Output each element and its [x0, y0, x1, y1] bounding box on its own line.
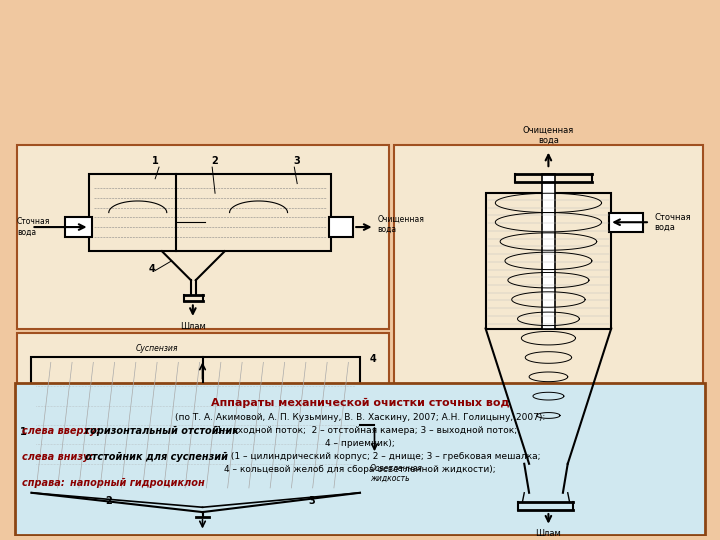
FancyBboxPatch shape	[17, 333, 389, 517]
Text: слева вверху:: слева вверху:	[22, 426, 103, 436]
Bar	[609, 213, 643, 232]
Text: слева внизу:: слева внизу:	[22, 452, 96, 462]
Text: отстойник для суспензий: отстойник для суспензий	[85, 452, 228, 462]
Text: Очищенная
вода: Очищенная вода	[377, 214, 424, 234]
Text: Сточная
вода: Сточная вода	[654, 213, 691, 232]
Text: (1 – входной поток;  2 – отстойная камера; 3 – выходной поток;: (1 – входной поток; 2 – отстойная камера…	[210, 426, 518, 435]
Text: Шлам: Шлам	[180, 322, 206, 330]
Text: напорный гидроциклон: напорный гидроциклон	[70, 478, 205, 488]
Text: 4 – кольцевой желоб для сбора осветленной жидкости);: 4 – кольцевой желоб для сбора осветленно…	[224, 465, 496, 474]
Text: Аппараты механической очистки сточных вод: Аппараты механической очистки сточных во…	[211, 398, 509, 408]
Text: (1 – цилиндрический корпус; 2 – днище; 3 – гребковая мешалка;: (1 – цилиндрический корпус; 2 – днище; 3…	[228, 452, 540, 461]
Text: 3: 3	[294, 156, 300, 166]
Bar	[89, 174, 331, 251]
Text: 2: 2	[212, 156, 218, 166]
Bar	[66, 218, 92, 237]
Text: справа:: справа:	[22, 478, 68, 488]
Text: Осветленная
жидкость: Осветленная жидкость	[369, 464, 423, 483]
Text: Очищенная
вода: Очищенная вода	[523, 125, 574, 145]
FancyBboxPatch shape	[394, 145, 703, 517]
Text: Сточная
вода: Сточная вода	[17, 218, 50, 237]
Bar	[196, 387, 210, 483]
FancyBboxPatch shape	[15, 383, 705, 535]
Text: 3: 3	[308, 496, 315, 507]
FancyBboxPatch shape	[17, 145, 389, 328]
Text: 2: 2	[105, 496, 112, 507]
Text: 1: 1	[152, 156, 158, 166]
Bar	[485, 193, 611, 328]
Text: Суспензия: Суспензия	[136, 343, 179, 353]
Text: 1: 1	[20, 427, 27, 437]
Text: 4: 4	[369, 354, 377, 364]
Bar	[32, 357, 360, 493]
Bar	[541, 174, 555, 328]
Text: горизонтальный отстойник: горизонтальный отстойник	[85, 426, 238, 436]
Text: Шлам: Шлам	[536, 530, 562, 538]
Text: 4: 4	[149, 265, 156, 274]
Text: 4 – приемник);: 4 – приемник);	[325, 438, 395, 448]
Bar	[329, 218, 354, 237]
Text: (по Т. А. Акимовой, А. П. Кузьмину, В. В. Хаскину, 2007; А.Н. Голицыну, 2007):: (по Т. А. Акимовой, А. П. Кузьмину, В. В…	[175, 413, 545, 422]
